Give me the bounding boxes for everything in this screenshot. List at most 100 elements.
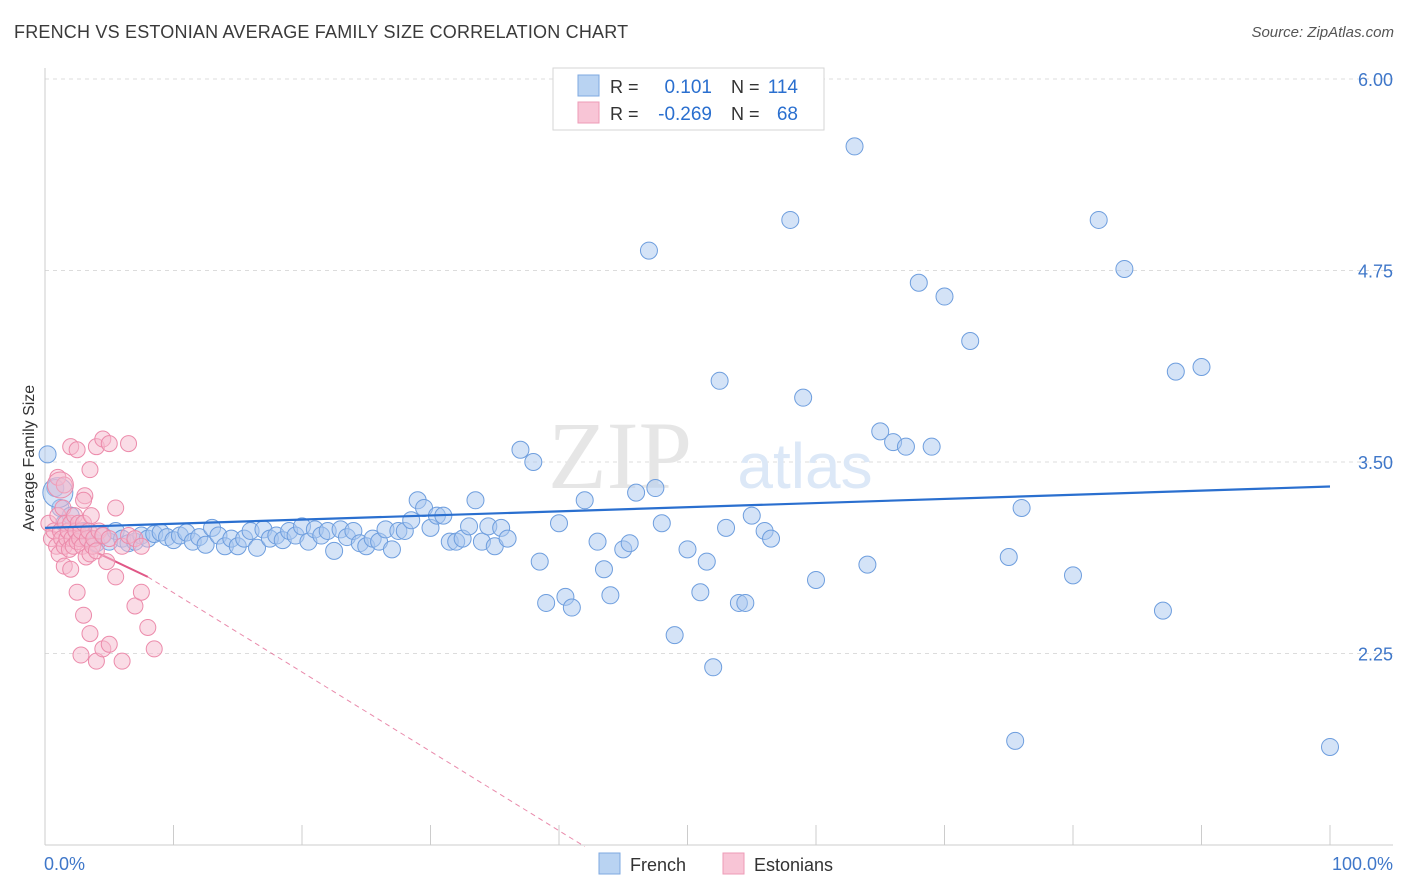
french-point [530,552,549,571]
french-point [38,445,57,464]
estonians-point [126,597,144,615]
french-point [575,491,594,510]
french-point [935,287,954,306]
x-tick-labels: 0.0% 100.0% [44,854,1393,874]
french-point [1166,362,1185,381]
french-point [1192,358,1211,377]
y-tick-label-1: 3.50 [1358,453,1393,473]
french-point [627,483,646,502]
estonians-point [107,568,125,586]
french-point [524,453,543,471]
french-point [845,137,864,156]
legend-estonians-r-value: -0.269 [658,104,712,125]
french-point [325,541,344,560]
legend-french-swatch [577,74,600,97]
estonians-point [145,640,163,658]
french-point [961,331,980,350]
bottom-legend-french-swatch [598,852,621,875]
y-tick-label-2: 4.75 [1358,262,1393,282]
french-point [620,534,639,553]
french-points-layer [38,137,1339,756]
estonians-point [62,560,80,578]
french-point [562,598,581,617]
french-point [196,535,215,554]
grid-layer [45,78,1393,654]
legend-estonians-n-value: 68 [777,104,798,125]
french-point [1006,731,1025,750]
french-point [1064,566,1082,585]
estonians-point [132,537,150,555]
estonians-point [82,507,100,525]
french-trend-layer [44,485,1331,529]
french-point [999,547,1018,566]
french-point [665,626,684,645]
french-point [781,210,800,229]
french-point [537,593,556,612]
legend-estonians-n-label: N = [731,104,760,124]
estonians-point [107,499,125,517]
y-axis-label: Average Family Size [21,385,38,532]
estonians-point [75,491,93,509]
french-point [704,658,723,677]
french-point [248,538,267,557]
legend-box: R = 0.101 N = 114 R = -0.269 N = 68 [552,67,825,131]
estonians-point [100,435,118,453]
french-trend-line [44,485,1331,529]
estonians-point [98,553,116,571]
y-tick-label-3: 6.00 [1358,70,1393,90]
french-point [909,273,928,292]
legend-french-r-value: 0.101 [664,77,712,98]
bottom-legend-estonians-swatch [722,852,745,875]
french-point [498,529,517,548]
french-point [594,560,613,579]
french-point [402,511,421,530]
french-point [601,586,620,605]
french-point [588,532,607,551]
french-point [1012,498,1031,517]
french-point [871,422,890,441]
estonians-point [68,441,86,459]
y-tick-labels: 2.25 3.50 4.75 6.00 [1358,70,1393,665]
bottom-legend-french-label: French [630,855,686,875]
estonians-trend-layer [44,526,585,847]
estonians-points-layer [40,430,163,670]
french-point [466,491,485,510]
estonians-point [87,542,105,560]
estonians-point [55,476,73,494]
watermark: ZIP atlas [548,402,873,509]
french-point [639,241,658,260]
french-point [678,540,697,559]
french-point [710,371,729,390]
french-point [460,517,479,536]
french-point [807,570,825,589]
estonians-point [68,583,86,601]
legend-french-n-label: N = [731,77,760,97]
french-point [550,514,568,533]
legend-french-r-label: R = [610,77,639,97]
french-point [697,552,716,571]
y-tick-label-0: 2.25 [1358,645,1393,665]
french-point [652,514,671,533]
french-point [1089,210,1108,229]
french-point [858,555,877,574]
french-point [896,437,915,456]
estonians-point [113,652,131,670]
french-point [762,529,781,548]
estonians-point [100,530,118,548]
french-point [717,518,736,537]
estonians-point [139,618,157,636]
estonians-point [75,606,93,624]
french-point [794,388,813,407]
french-point [1153,601,1172,620]
french-point [736,593,755,612]
bottom-legend-estonians-label: Estonians [754,855,833,875]
source-credit: Source: ZipAtlas.com [1251,24,1394,41]
french-point [691,583,710,602]
x-tick-label-max: 100.0% [1332,854,1393,874]
chart-title: FRENCH VS ESTONIAN AVERAGE FAMILY SIZE C… [14,22,629,42]
axes-layer [44,68,1393,846]
french-point [1321,737,1339,756]
estonians-point [120,435,138,453]
french-point [922,437,941,456]
